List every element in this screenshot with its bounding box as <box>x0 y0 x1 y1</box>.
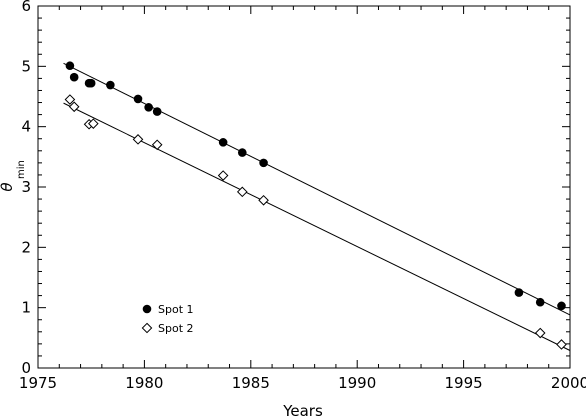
legend: Spot 1 Spot 2 <box>141 303 194 335</box>
x-tick-label: 1990 <box>338 374 376 392</box>
point-spot-1 <box>106 80 115 90</box>
point-spot-2 <box>151 139 163 151</box>
x-tick-label: 2000 <box>551 374 586 392</box>
point-spot-1 <box>237 148 247 157</box>
y-tick-label: 5 <box>21 57 31 75</box>
y-axis-title-main: θ <box>0 182 16 191</box>
point-spot-1 <box>152 107 162 116</box>
point-spot-1 <box>535 297 545 307</box>
point-spot-2 <box>258 194 269 206</box>
point-spot-2 <box>556 339 567 350</box>
point-spot-1 <box>259 158 268 168</box>
point-spot-1 <box>69 72 79 82</box>
y-tick-label: 6 <box>21 0 31 15</box>
plot-frame <box>37 5 571 369</box>
point-spot-1 <box>86 78 96 88</box>
x-tick-label: 1995 <box>445 374 483 392</box>
point-spot-1 <box>144 103 153 112</box>
y-tick-label: 3 <box>21 178 31 196</box>
point-spot-1 <box>218 138 228 147</box>
y-tick-label: 2 <box>21 238 31 256</box>
data-points <box>64 61 567 350</box>
y-tick-label: 1 <box>21 299 31 317</box>
axis-ticks: 1975 1980 1985 1990 1995 2000 0 1 2 3 4 5 6 <box>19 0 586 392</box>
x-tick-label: 1985 <box>232 374 270 392</box>
y-tick-label: 0 <box>21 359 31 377</box>
fit-line-spot-2 <box>63 102 571 351</box>
point-spot-1 <box>557 301 566 311</box>
legend-marker-spot-1 <box>142 304 152 314</box>
fit-lines <box>63 62 571 351</box>
point-spot-2 <box>88 118 99 129</box>
point-spot-1 <box>514 288 524 297</box>
x-axis-title: Years <box>282 402 323 418</box>
x-tick-label: 1980 <box>125 374 163 392</box>
point-spot-1 <box>133 94 143 104</box>
point-spot-2 <box>534 327 546 339</box>
point-spot-2 <box>217 170 229 181</box>
point-spot-2 <box>236 186 248 198</box>
point-spot-2 <box>132 134 144 145</box>
legend-marker-spot-2 <box>141 322 153 334</box>
point-spot-2 <box>68 101 80 113</box>
point-spot-2 <box>64 94 76 105</box>
x-tick-label: 1975 <box>19 374 57 392</box>
point-spot-1 <box>65 61 75 71</box>
legend-label-spot-2: Spot 2 <box>158 322 194 335</box>
y-axis-title-subscript: min <box>16 160 27 179</box>
y-axis-title: θ min <box>0 160 27 191</box>
y-tick-label: 4 <box>21 118 31 136</box>
legend-label-spot-1: Spot 1 <box>158 303 194 316</box>
